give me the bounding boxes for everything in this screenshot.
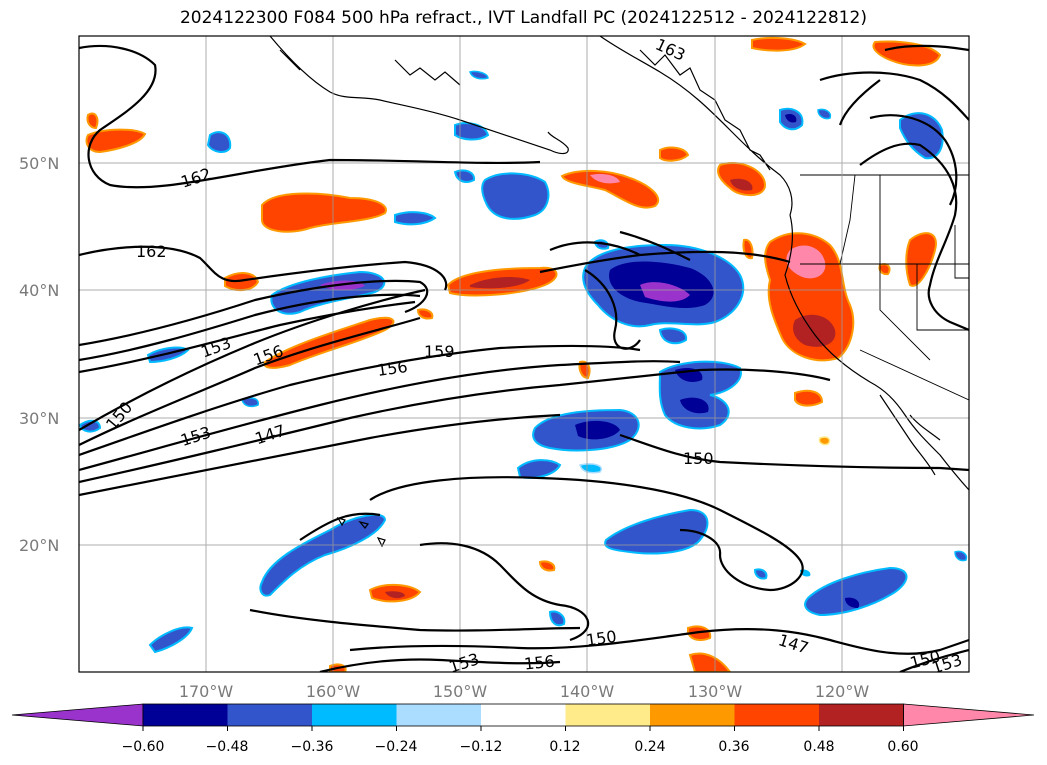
latitude-labels: 50°N 40°N 30°N 20°N (19, 154, 59, 555)
contour-label: 156 (376, 357, 409, 380)
colorbar (11, 703, 1035, 731)
map-frame (78, 35, 970, 673)
lat-label: 30°N (19, 409, 59, 428)
map-title: 2024122300 F084 500 hPa refract., IVT La… (179, 8, 867, 28)
colorbar-tick-label: −0.48 (206, 739, 249, 755)
colorbar-swatch (650, 704, 735, 726)
colorbar-labels: −0.60 −0.48 −0.36 −0.24 −0.12 0.12 0.24 … (122, 739, 919, 755)
colorbar-tick-label: 0.12 (549, 739, 580, 755)
coastlines (269, 36, 969, 548)
lon-label: 170°W (179, 682, 234, 701)
colorbar-tick-label: −0.12 (460, 739, 503, 755)
colorbar-extend-high (903, 703, 1035, 727)
colorbar-tick-label: −0.60 (122, 739, 165, 755)
contour-label: 153 (447, 649, 482, 677)
colorbar-swatch (227, 704, 312, 726)
lon-label: 160°W (306, 682, 361, 701)
contour-label: 150 (683, 449, 714, 468)
lat-label: 20°N (19, 536, 59, 555)
lon-label: 120°W (815, 682, 870, 701)
colorbar-swatch (819, 704, 904, 726)
colorbar-extend-low (11, 703, 144, 727)
colorbar-tick-label: −0.36 (291, 739, 334, 755)
longitude-labels: 170°W 160°W 150°W 140°W 130°W 120°W (179, 682, 870, 701)
colorbar-tick-label: −0.24 (375, 739, 418, 755)
colorbar-swatch (565, 704, 650, 726)
lon-label: 140°W (560, 682, 615, 701)
lon-label: 150°W (433, 682, 488, 701)
colorbar-swatch (396, 704, 481, 726)
colorbar-tick-label: 0.60 (887, 739, 918, 755)
negative-anomalies (79, 70, 968, 654)
borders (800, 174, 969, 401)
lat-label: 50°N (19, 154, 59, 173)
colorbar-tick-label: 0.24 (634, 739, 665, 755)
contour-label: 156 (523, 652, 555, 674)
colorbar-swatch (481, 704, 566, 726)
colorbar-swatch (734, 704, 819, 726)
contour-label: 159 (424, 342, 455, 361)
colorbar-outline (142, 703, 904, 727)
colorbar-swatch (143, 704, 228, 726)
height-contours (79, 44, 969, 672)
colorbar-tick-label: 0.48 (803, 739, 834, 755)
colorbar-tick-label: 0.36 (718, 739, 749, 755)
contour-label: 150 (585, 627, 618, 650)
map-plot-area: 162 162 153 156 150 153 147 156 159 150 … (79, 36, 969, 677)
contour-label: 162 (136, 242, 167, 261)
lat-label: 40°N (19, 281, 59, 300)
colorbar-swatch (312, 704, 397, 726)
lon-label: 130°W (688, 682, 743, 701)
